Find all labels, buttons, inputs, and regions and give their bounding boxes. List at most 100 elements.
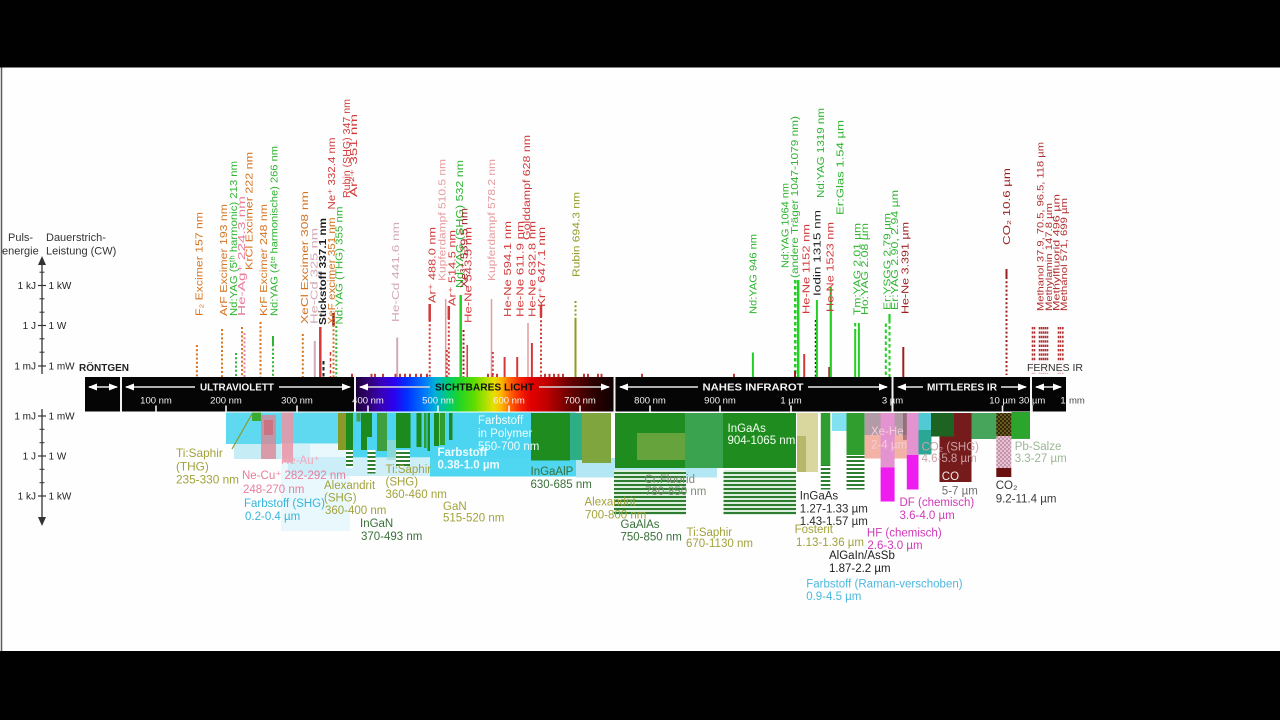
svg-text:Ne-Cu⁺ 282-292 nm: Ne-Cu⁺ 282-292 nm	[242, 470, 346, 482]
svg-text:Stickstoff 337.1 nm: Stickstoff 337.1 nm	[318, 218, 329, 325]
svg-text:Nd:YAG 1064 nm: Nd:YAG 1064 nm	[781, 183, 792, 268]
svg-text:XeF excimer 351 nm: XeF excimer 351 nm	[327, 218, 338, 325]
svg-text:1.43-1.57 µm: 1.43-1.57 µm	[800, 516, 868, 528]
svg-text:Leistung (CW): Leistung (CW)	[46, 246, 116, 258]
svg-text:400 nm: 400 nm	[352, 396, 384, 407]
svg-text:SICHTBARES LICHT: SICHTBARES LICHT	[435, 382, 535, 394]
svg-text:He-Ne 543.5 nm: He-Ne 543.5 nm	[464, 227, 475, 323]
svg-text:ULTRAVIOLETT: ULTRAVIOLETT	[200, 382, 275, 394]
svg-text:Xe-He: Xe-He	[871, 426, 904, 438]
svg-text:Farbstoff: Farbstoff	[478, 415, 524, 427]
svg-text:4.6-5.8 µm: 4.6-5.8 µm	[922, 453, 977, 465]
svg-text:He-Ne 594.1 nm: He-Ne 594.1 nm	[503, 221, 514, 317]
svg-text:Methanol 571, 699 µm: Methanol 571, 699 µm	[1059, 198, 1070, 311]
svg-text:FERNES IR: FERNES IR	[1027, 362, 1083, 374]
svg-text:NAHES INFRAROT: NAHES INFRAROT	[703, 382, 805, 394]
svg-text:Farbstoff (SHG): Farbstoff (SHG)	[244, 498, 325, 510]
svg-text:Puls-: Puls-	[8, 232, 33, 244]
svg-text:GaN: GaN	[443, 501, 467, 513]
svg-text:Ne⁺ 332.4 nm: Ne⁺ 332.4 nm	[327, 138, 338, 210]
svg-text:Farbstoff: Farbstoff	[438, 447, 488, 459]
svg-text:0.9-4.5 µm: 0.9-4.5 µm	[806, 591, 861, 603]
svg-text:Kupferdampf 510.5 nm: Kupferdampf 510.5 nm	[438, 159, 449, 281]
svg-text:(SHG): (SHG)	[386, 477, 419, 489]
svg-text:Methylamin 147.8 µm: Methylamin 147.8 µm	[1044, 203, 1055, 311]
svg-text:360-460 nm: 360-460 nm	[386, 489, 447, 501]
svg-text:Rubin (SHG) 347 nm: Rubin (SHG) 347 nm	[342, 99, 353, 198]
svg-text:Cr:Fluorid: Cr:Fluorid	[645, 474, 695, 486]
svg-text:Golddampf 628 nm: Golddampf 628 nm	[522, 135, 533, 240]
svg-text:Pb-Salze: Pb-Salze	[1015, 441, 1062, 453]
svg-text:500 nm: 500 nm	[422, 396, 454, 407]
svg-text:600 nm: 600 nm	[493, 396, 525, 407]
svg-text:9.2-11.4 µm: 9.2-11.4 µm	[996, 494, 1057, 506]
svg-text:Nd:YAG 946 nm: Nd:YAG 946 nm	[749, 234, 760, 314]
svg-text:1 kJ: 1 kJ	[18, 281, 36, 292]
svg-text:1 mW: 1 mW	[49, 362, 76, 373]
svg-text:Fosterit: Fosterit	[795, 524, 834, 536]
svg-text:1 mJ: 1 mJ	[14, 362, 36, 373]
svg-text:900 nm: 900 nm	[704, 396, 736, 407]
svg-text:He-Ne 1523 nm: He-Ne 1523 nm	[826, 222, 837, 312]
svg-text:630-685 nm: 630-685 nm	[531, 479, 592, 491]
svg-text:(THG): (THG)	[176, 460, 209, 474]
svg-text:Nd:YAG (THG) 355 nm: Nd:YAG (THG) 355 nm	[335, 207, 346, 325]
svg-text:HF (chemisch): HF (chemisch)	[867, 528, 942, 540]
svg-text:Tm:YAG 2.01 µm: Tm:YAG 2.01 µm	[853, 223, 864, 315]
svg-text:1 J: 1 J	[23, 452, 36, 463]
svg-text:1 µm: 1 µm	[780, 396, 801, 407]
svg-text:700 nm: 700 nm	[564, 396, 596, 407]
svg-text:Ti:Saphir: Ti:Saphir	[176, 446, 223, 460]
svg-text:Er:YAG 2.90, 2.94 µm: Er:YAG 2.90, 2.94 µm	[890, 190, 901, 310]
svg-text:670-1130 nm: 670-1130 nm	[686, 538, 753, 550]
svg-text:Nd:YAG (SHG) 532 nm: Nd:YAG (SHG) 532 nm	[455, 160, 466, 288]
svg-text:Methylfluorid 496 µm: Methylfluorid 496 µm	[1052, 194, 1063, 311]
svg-text:He-Cd 325 nm: He-Cd 325 nm	[310, 228, 321, 324]
svg-text:Nd:YAG (5ᵗʰ harmonic) 213 nm: Nd:YAG (5ᵗʰ harmonic) 213 nm	[229, 161, 240, 316]
svg-text:Nd:YAG 1319 nm: Nd:YAG 1319 nm	[816, 108, 827, 198]
svg-text:3 µm: 3 µm	[882, 396, 903, 407]
svg-text:He-Ne 3.391 µm: He-Ne 3.391 µm	[901, 222, 912, 314]
svg-text:Ho:YAG 2.08 µm: Ho:YAG 2.08 µm	[860, 223, 871, 315]
svg-text:He-Ne 1152 nm: He-Ne 1152 nm	[802, 224, 813, 314]
svg-text:800 nm: 800 nm	[634, 396, 666, 407]
svg-text:1 kW: 1 kW	[49, 492, 72, 503]
svg-text:CO₂ (SHG): CO₂ (SHG)	[922, 442, 980, 454]
svg-text:Xe³⁺ 539.5 nm: Xe³⁺ 539.5 nm	[460, 208, 471, 288]
svg-text:3.6-4.0 µm: 3.6-4.0 µm	[900, 510, 955, 522]
svg-text:CO₂ 10.6 µm: CO₂ 10.6 µm	[1002, 168, 1013, 245]
svg-text:1 W: 1 W	[49, 321, 67, 332]
svg-text:1.27-1.33 µm: 1.27-1.33 µm	[800, 504, 868, 516]
svg-text:700-800 nm: 700-800 nm	[585, 510, 646, 522]
svg-text:2-4 µm: 2-4 µm	[871, 440, 907, 452]
svg-text:1 kJ: 1 kJ	[18, 492, 36, 503]
svg-text:mm: mm	[1069, 396, 1085, 407]
svg-text:Ar⁺ 488.0 nm: Ar⁺ 488.0 nm	[428, 227, 439, 303]
svg-text:(andere Träger 1047-1079 nm): (andere Träger 1047-1079 nm)	[790, 116, 801, 278]
svg-text:(SHG): (SHG)	[324, 493, 357, 505]
svg-text:He-Cd 441.6 nm: He-Cd 441.6 nm	[391, 222, 402, 322]
svg-text:GaAlAs: GaAlAs	[621, 519, 660, 531]
svg-text:1.13-1.36 µm: 1.13-1.36 µm	[796, 537, 864, 549]
svg-text:CO₂: CO₂	[996, 480, 1018, 492]
svg-text:He-Ag⁺ 224.3 nm: He-Ag⁺ 224.3 nm	[237, 196, 248, 316]
svg-text:1.87-2.2 µm: 1.87-2.2 µm	[829, 563, 891, 575]
svg-text:Ti:Saphir: Ti:Saphir	[386, 464, 432, 476]
svg-text:1 kW: 1 kW	[49, 281, 72, 292]
svg-text:10 µm: 10 µm	[989, 396, 1016, 407]
svg-text:1 mW: 1 mW	[49, 412, 76, 423]
svg-text:300 nm: 300 nm	[281, 396, 313, 407]
svg-text:CO: CO	[942, 471, 959, 483]
svg-text:InGaAs: InGaAs	[800, 491, 839, 503]
svg-text:Ar²⁺ 351 nm: Ar²⁺ 351 nm	[349, 114, 360, 197]
svg-text:Kr⁺ 647.1 nm: Kr⁺ 647.1 nm	[537, 227, 548, 307]
svg-text:550-700 nm: 550-700 nm	[478, 441, 539, 453]
svg-text:Alexandrit: Alexandrit	[324, 480, 376, 492]
svg-text:XeCl Excimer 308 nm: XeCl Excimer 308 nm	[300, 191, 311, 324]
svg-text:30 µm: 30 µm	[1019, 396, 1046, 407]
svg-text:750-850 nm: 750-850 nm	[621, 532, 682, 544]
svg-text:1 W: 1 W	[49, 452, 67, 463]
svg-text:InGaN: InGaN	[360, 518, 393, 530]
svg-text:Kupferdampf 578.2 nm: Kupferdampf 578.2 nm	[487, 159, 498, 281]
svg-text:Dauerstrich-: Dauerstrich-	[46, 232, 106, 244]
